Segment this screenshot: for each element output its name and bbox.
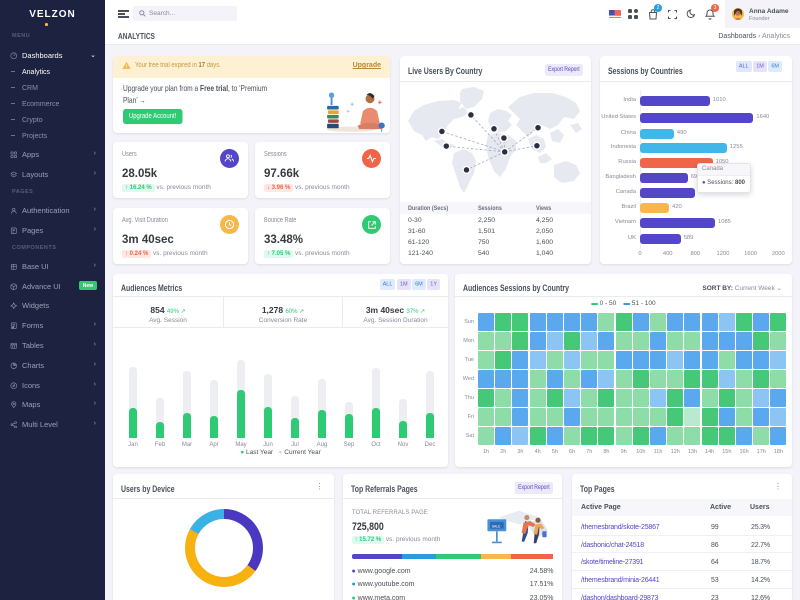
svg-text:SALE: SALE [491,524,500,528]
